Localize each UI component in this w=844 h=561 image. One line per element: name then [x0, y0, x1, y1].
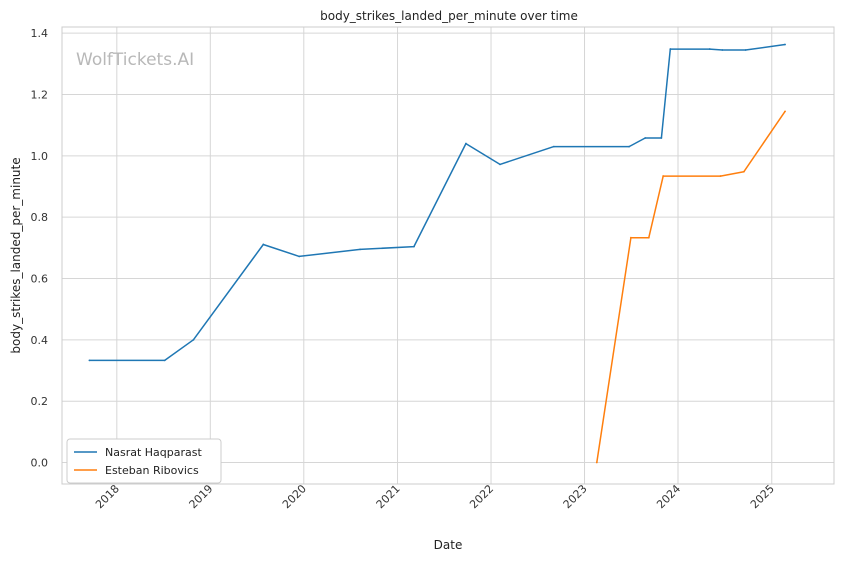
data-point-nasrat-haqparast-9	[552, 145, 555, 148]
y-tick-label: 0.2	[31, 395, 49, 408]
y-tick-labels: 0.0 0.2 0.4 0.6 0.8 1.0 1.2 1.4	[31, 27, 49, 469]
data-point-nasrat-haqparast-1	[163, 359, 166, 362]
x-axis-label: Date	[434, 538, 463, 552]
data-point-nasrat-haqparast-7	[465, 142, 467, 145]
data-point-nasrat-haqparast-4	[298, 255, 301, 258]
data-point-nasrat-haqparast-5	[359, 248, 362, 251]
y-tick-label: 0.6	[31, 273, 49, 286]
data-point-esteban-ribovics-3	[662, 175, 665, 177]
y-axis-label: body_strikes_landed_per_minute	[9, 157, 23, 353]
chart-title: body_strikes_landed_per_minute over time	[320, 9, 578, 23]
data-point-nasrat-haqparast-15	[721, 49, 724, 51]
data-point-esteban-ribovics-4	[719, 175, 722, 177]
y-tick-label: 1.2	[31, 88, 49, 101]
data-point-nasrat-haqparast-3	[262, 243, 265, 246]
legend-label-esteban-ribovics: Esteban Ribovics	[105, 464, 199, 477]
data-point-nasrat-haqparast-8	[499, 163, 501, 166]
y-tick-label: 1.0	[31, 150, 49, 163]
y-tick-label: 0.0	[31, 457, 49, 470]
y-tick-label: 0.4	[31, 334, 49, 347]
legend: Nasrat Haqparast Esteban Ribovics	[66, 438, 222, 484]
data-point-nasrat-haqparast-14	[708, 48, 711, 50]
legend-box	[66, 438, 222, 484]
plot-frame	[61, 26, 835, 485]
y-tick-label: 0.8	[31, 211, 49, 224]
data-point-nasrat-haqparast-0	[88, 359, 91, 362]
data-point-nasrat-haqparast-6	[413, 245, 415, 248]
data-point-nasrat-haqparast-16	[744, 49, 747, 51]
data-point-esteban-ribovics-1	[629, 236, 632, 239]
legend-label-nasrat-haqparast: Nasrat Haqparast	[105, 446, 202, 459]
data-point-nasrat-haqparast-13	[669, 48, 672, 50]
data-point-nasrat-haqparast-11	[644, 137, 647, 139]
data-point-nasrat-haqparast-2	[192, 338, 195, 341]
series-layer	[88, 43, 786, 464]
data-point-esteban-ribovics-5	[742, 170, 745, 173]
data-point-nasrat-haqparast-10	[628, 145, 630, 148]
y-tick-label: 1.4	[31, 27, 49, 40]
watermark: WolfTickets.AI	[76, 50, 194, 70]
data-point-esteban-ribovics-0	[595, 461, 598, 464]
data-point-esteban-ribovics-6	[784, 110, 786, 113]
series-line-nasrat-haqparast	[89, 43, 786, 362]
data-point-nasrat-haqparast-12	[660, 137, 663, 139]
data-point-nasrat-haqparast-17	[784, 43, 786, 46]
data-point-esteban-ribovics-2	[647, 236, 650, 239]
